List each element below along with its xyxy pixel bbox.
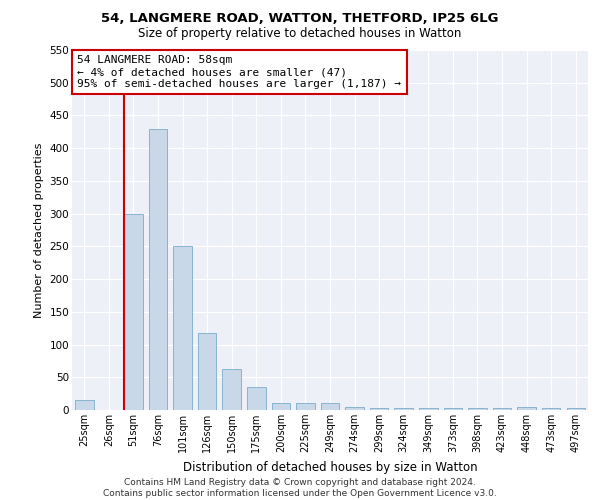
- Bar: [198, 333, 217, 410]
- Bar: [468, 408, 487, 410]
- Text: Contains HM Land Registry data © Crown copyright and database right 2024.
Contai: Contains HM Land Registry data © Crown c…: [103, 478, 497, 498]
- Bar: [370, 408, 388, 410]
- Bar: [346, 406, 364, 410]
- Bar: [149, 128, 167, 410]
- Bar: [124, 214, 143, 410]
- Bar: [321, 404, 339, 410]
- Y-axis label: Number of detached properties: Number of detached properties: [34, 142, 44, 318]
- X-axis label: Distribution of detached houses by size in Watton: Distribution of detached houses by size …: [182, 460, 478, 473]
- Bar: [566, 408, 585, 410]
- Bar: [296, 404, 314, 410]
- Bar: [173, 246, 192, 410]
- Bar: [517, 406, 536, 410]
- Bar: [272, 404, 290, 410]
- Bar: [223, 369, 241, 410]
- Bar: [419, 408, 437, 410]
- Bar: [493, 408, 511, 410]
- Text: 54 LANGMERE ROAD: 58sqm
← 4% of detached houses are smaller (47)
95% of semi-det: 54 LANGMERE ROAD: 58sqm ← 4% of detached…: [77, 56, 401, 88]
- Bar: [395, 408, 413, 410]
- Bar: [75, 400, 94, 410]
- Bar: [247, 387, 265, 410]
- Bar: [542, 408, 560, 410]
- Text: 54, LANGMERE ROAD, WATTON, THETFORD, IP25 6LG: 54, LANGMERE ROAD, WATTON, THETFORD, IP2…: [101, 12, 499, 26]
- Text: Size of property relative to detached houses in Watton: Size of property relative to detached ho…: [139, 28, 461, 40]
- Bar: [443, 408, 462, 410]
